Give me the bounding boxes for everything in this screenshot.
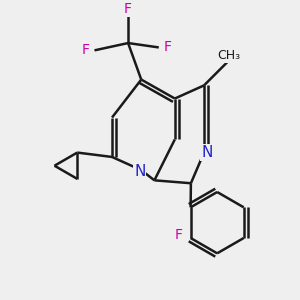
Text: N: N bbox=[201, 145, 213, 160]
Text: F: F bbox=[164, 40, 172, 54]
Text: N: N bbox=[134, 164, 146, 179]
Text: F: F bbox=[174, 228, 182, 242]
Text: CH₃: CH₃ bbox=[217, 49, 240, 62]
Text: F: F bbox=[124, 2, 132, 16]
Text: F: F bbox=[82, 44, 90, 57]
